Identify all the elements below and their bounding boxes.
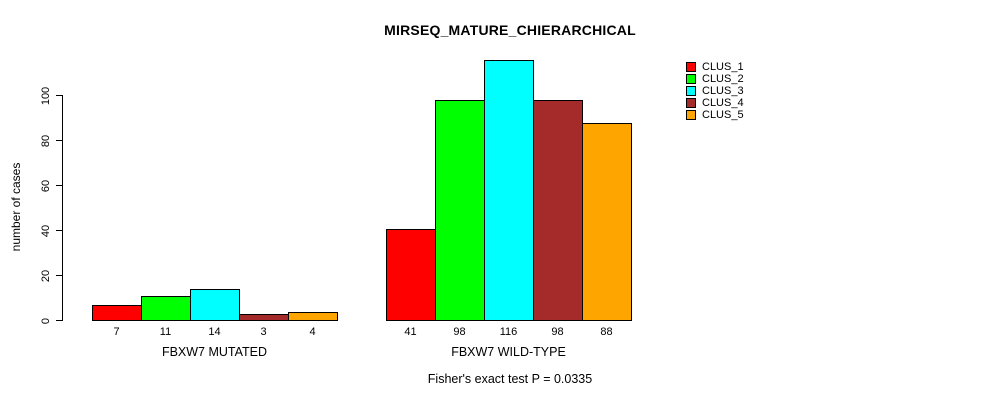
bar-value-label: 14	[208, 326, 221, 338]
y-tick-label: 0	[40, 317, 52, 324]
bar-value-label: 98	[551, 326, 564, 338]
bar-clus_5-wildtype	[582, 122, 632, 321]
y-axis-title: number of cases	[9, 162, 23, 252]
y-tick	[56, 95, 62, 96]
legend-item: CLUS_1	[686, 61, 744, 73]
bar-value-label: 88	[600, 326, 613, 338]
bar-clus_4-wildtype	[533, 99, 583, 321]
y-tick-label: 100	[40, 86, 52, 105]
bar-value-label: 3	[260, 326, 267, 338]
y-tick-label: 60	[40, 179, 52, 192]
bar-clus_4-mutated	[239, 313, 289, 321]
bar-clus_2-wildtype	[435, 99, 485, 321]
y-tick	[56, 185, 62, 186]
bar-value-label: 41	[404, 326, 417, 338]
y-tick	[56, 275, 62, 276]
bar-clus_3-mutated	[190, 288, 240, 321]
legend: CLUS_1 CLUS_2 CLUS_3 CLUS_4 CLUS_5	[686, 61, 744, 121]
legend-label: CLUS_4	[702, 97, 744, 109]
legend-swatch-icon	[686, 110, 696, 120]
y-tick-label: 40	[40, 224, 52, 237]
bar-value-label: 116	[499, 326, 518, 338]
bar-value-label: 4	[309, 326, 316, 338]
legend-item: CLUS_2	[686, 73, 744, 85]
y-axis-line	[62, 95, 63, 321]
legend-item: CLUS_4	[686, 97, 744, 109]
bar-clus_1-wildtype	[386, 228, 436, 321]
group-label: FBXW7 MUTATED	[161, 345, 268, 359]
bar-value-label: 7	[113, 326, 120, 338]
bar-clus_3-wildtype	[484, 59, 534, 321]
legend-label: CLUS_1	[702, 61, 744, 73]
legend-swatch-icon	[686, 98, 696, 108]
legend-swatch-icon	[686, 62, 696, 72]
y-tick	[56, 320, 62, 321]
legend-item: CLUS_3	[686, 85, 744, 97]
bar-clus_1-mutated	[92, 304, 142, 321]
group-label: FBXW7 WILD-TYPE	[451, 345, 566, 359]
legend-label: CLUS_5	[702, 109, 744, 121]
legend-swatch-icon	[686, 74, 696, 84]
legend-label: CLUS_2	[702, 73, 744, 85]
annotation-pvalue: Fisher's exact test P = 0.0335	[427, 372, 593, 386]
y-tick-label: 80	[40, 134, 52, 147]
bar-value-label: 11	[159, 326, 172, 338]
legend-swatch-icon	[686, 86, 696, 96]
bar-clus_2-mutated	[141, 295, 191, 321]
legend-label: CLUS_3	[702, 85, 744, 97]
y-tick-label: 20	[40, 269, 52, 282]
bar-clus_5-mutated	[288, 311, 338, 321]
legend-item: CLUS_5	[686, 109, 744, 121]
y-tick	[56, 140, 62, 141]
chart-title: MIRSEQ_MATURE_CHIERARCHICAL	[384, 22, 636, 38]
bar-value-label: 98	[453, 326, 466, 338]
y-tick	[56, 230, 62, 231]
